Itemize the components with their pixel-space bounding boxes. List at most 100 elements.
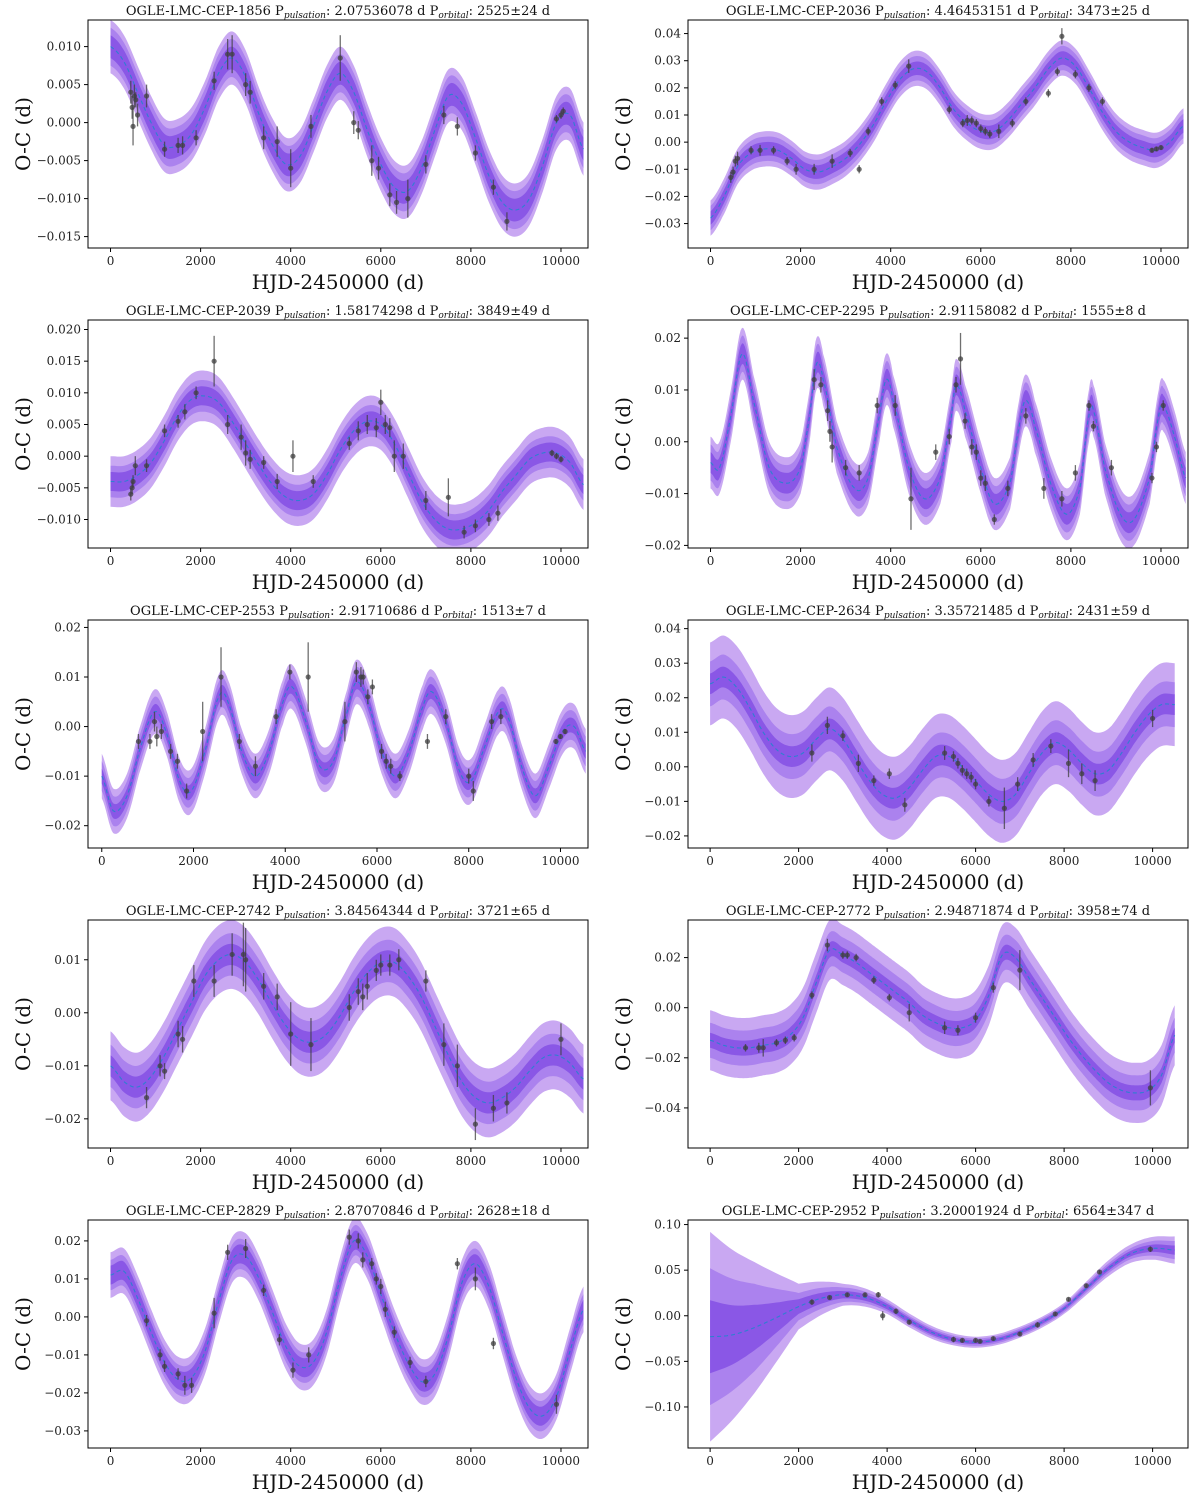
title-text: : 3721±65 d [469, 904, 551, 919]
plot-frame [87, 919, 589, 1149]
point-marker [445, 494, 451, 500]
point-marker [441, 1042, 447, 1048]
point-marker [818, 382, 824, 388]
data-point [243, 440, 249, 466]
y-tick-label: 0.00 [654, 760, 681, 774]
data-point [856, 465, 862, 481]
data-point [1065, 749, 1072, 778]
chart-title: OGLE-LMC-CEP-2634 Ppulsation: 3.35721485… [726, 604, 1150, 621]
point-marker [856, 470, 862, 476]
data-point [728, 172, 734, 183]
point-marker [978, 125, 984, 132]
point-marker [1065, 1296, 1072, 1302]
point-marker [179, 1036, 186, 1042]
point-marker [443, 714, 449, 720]
point-marker [247, 456, 253, 462]
data-point [355, 421, 361, 441]
point-marker [1158, 144, 1164, 151]
x-tick-label: 6000 [362, 854, 393, 868]
data-point [472, 1108, 478, 1141]
data-point [130, 475, 136, 488]
x-tick-label: 8000 [1049, 854, 1080, 868]
point-marker [1150, 715, 1156, 722]
credible-band-inner [710, 941, 1175, 1101]
x-tick-label: 2000 [185, 1154, 216, 1168]
point-marker [461, 529, 467, 535]
title-subscript: pulsation [284, 1211, 326, 1221]
y-tick-label: 0.02 [654, 331, 681, 345]
point-marker [143, 1095, 150, 1101]
data-point [1153, 146, 1160, 152]
y-tick-label: −0.005 [37, 154, 81, 168]
data-point [378, 389, 384, 415]
data-point [1086, 400, 1092, 411]
point-marker [853, 954, 859, 961]
data-point [243, 73, 249, 96]
point-marker [880, 1313, 886, 1319]
point-marker [391, 1329, 397, 1335]
x-tick-label: 2000 [185, 1454, 216, 1468]
data-point [167, 743, 174, 759]
title-subscript: pulsation [284, 311, 326, 321]
x-tick-label: 8000 [1056, 554, 1087, 568]
chart-svg: 0 2000 4000 6000 8000 10000 −0.02 −0.01 0.00 0.01… [611, 304, 1189, 594]
point-marker [472, 1121, 478, 1127]
point-marker [495, 510, 501, 516]
data-point [143, 459, 150, 472]
point-marker [391, 453, 397, 459]
y-tick-label: 0.02 [654, 81, 681, 95]
point-marker [189, 1382, 195, 1388]
point-marker [990, 985, 996, 991]
data-point [1052, 1311, 1058, 1317]
point-marker [454, 1261, 460, 1267]
data-point [1149, 147, 1155, 153]
y-tick-label: −0.015 [37, 230, 81, 244]
x-tick-label: 10000 [542, 554, 580, 568]
model-line [110, 46, 584, 211]
point-marker [154, 733, 160, 740]
title-text: : 3.20001924 d P [922, 1204, 1035, 1219]
y-tick-label: 0.04 [654, 622, 681, 636]
data-point [454, 1258, 460, 1270]
point-marker [825, 408, 831, 414]
title-subscript: orbital [438, 311, 468, 321]
y-tick-label: 0.01 [654, 725, 681, 739]
data-point [886, 993, 892, 1002]
point-marker [355, 428, 361, 434]
data-point [443, 709, 449, 725]
data-point [1017, 950, 1023, 991]
data-point [865, 127, 871, 136]
data-point [179, 1026, 186, 1053]
credible-band-inner [110, 35, 584, 222]
point-marker [498, 714, 504, 720]
point-marker [211, 1310, 217, 1316]
data-point [880, 1311, 886, 1321]
chart-svg: 0 2000 4000 6000 8000 10000 −0.10 −0.05 0.00 0.05… [611, 1204, 1189, 1494]
point-marker [369, 684, 376, 690]
data-point [143, 84, 150, 108]
data-point [225, 415, 231, 434]
data-point [973, 444, 979, 460]
data-point [133, 92, 139, 108]
data-point [243, 1239, 249, 1258]
data-point [288, 1002, 294, 1066]
data-point [175, 137, 181, 153]
chart-svg: 0 2000 4000 6000 8000 10000 −0.03 −0.02 −0.01 0.0… [11, 1204, 589, 1494]
x-tick-label: 0 [98, 854, 106, 868]
point-marker [865, 128, 871, 134]
plot-frame [687, 319, 1189, 549]
point-marker [130, 478, 136, 485]
point-marker [782, 1037, 788, 1043]
data-point [400, 443, 406, 469]
x-tick-label: 0 [107, 554, 115, 568]
data-point [946, 428, 952, 445]
data-point [1158, 144, 1164, 151]
data-point [273, 709, 279, 725]
data-point [773, 1039, 780, 1047]
point-marker [151, 719, 158, 725]
data-point [760, 1039, 766, 1057]
title-text: OGLE-LMC-CEP-2553 P [130, 604, 288, 619]
point-marker [1059, 33, 1065, 39]
plot-frame [87, 319, 589, 549]
x-tick-label: 2000 [185, 254, 216, 268]
